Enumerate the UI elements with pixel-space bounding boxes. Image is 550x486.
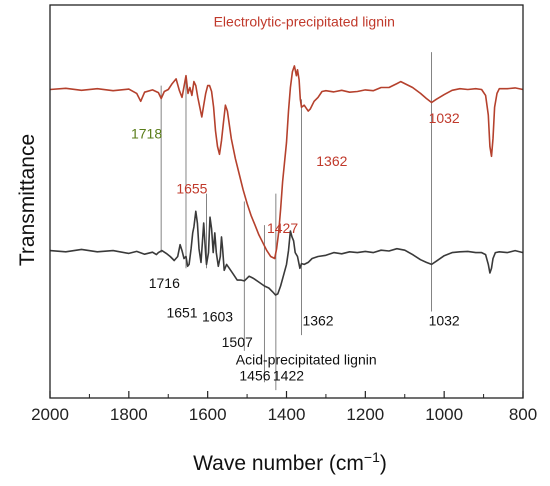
peak-label-1422: 1422 (273, 367, 304, 383)
series-line-acid (49, 210, 524, 296)
y-axis-title: Transmittance (16, 134, 39, 266)
peak-annotations: 1718 1655 1362 1427 1032 1716 1651 1603 1507 1456… (131, 110, 460, 383)
x-tick-label-1400: 1400 (268, 405, 306, 424)
peak-label-1032: 1032 (429, 312, 460, 328)
peak-label-1718: 1718 (131, 126, 162, 142)
peak-label-1655: 1655 (176, 181, 207, 197)
x-axis-title-close: ) (380, 452, 387, 475)
x-tick-label-1200: 1200 (346, 405, 384, 424)
plot-frame (49, 4, 524, 399)
series-label-acid: Acid-precipitated lignin (236, 352, 377, 368)
peak-label-1603: 1603 (202, 308, 233, 324)
series-labels: Electrolytic-precipitated lignin Acid-pre… (214, 14, 395, 368)
x-tick-label-1800: 1800 (110, 405, 148, 424)
x-axis-title-sup: −1 (364, 449, 380, 465)
peak-label-1651: 1651 (166, 304, 197, 320)
x-tick-label-2000: 2000 (31, 405, 69, 424)
x-ticks: 2000 1800 1600 1400 1200 1000 800 (31, 391, 537, 424)
peak-label-1032: 1032 (429, 110, 460, 126)
peak-label-1507: 1507 (222, 334, 253, 350)
peak-label-1427: 1427 (267, 220, 298, 236)
peak-label-1456: 1456 (239, 367, 270, 383)
x-axis-title-main: Wave number (cm (193, 452, 364, 475)
x-tick-label-1600: 1600 (189, 405, 227, 424)
series-label-electrolytic: Electrolytic-precipitated lignin (214, 14, 395, 30)
peak-label-1716: 1716 (149, 275, 180, 291)
spectra-lines (49, 65, 524, 296)
x-tick-label-1000: 1000 (425, 405, 463, 424)
peak-label-1362: 1362 (302, 312, 333, 328)
x-axis-title: Wave number (cm−1) (193, 449, 387, 475)
x-tick-label-800: 800 (509, 405, 537, 424)
series-line-electrolytic (49, 65, 524, 260)
peak-label-1362: 1362 (316, 153, 347, 169)
